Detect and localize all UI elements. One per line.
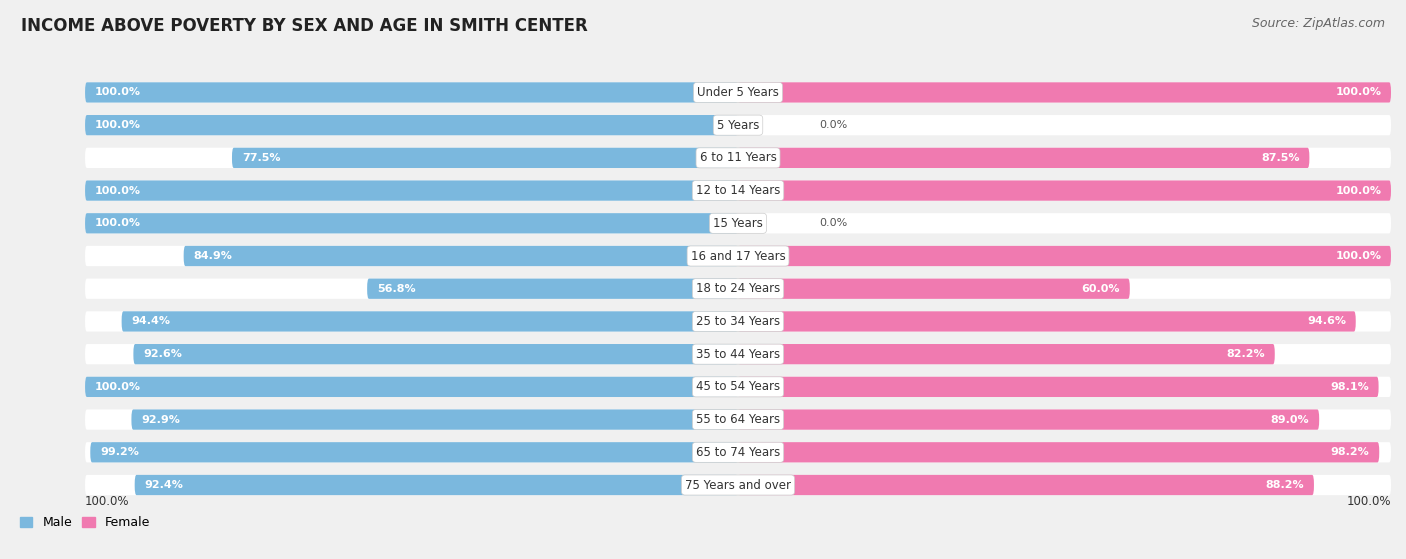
- Text: 100.0%: 100.0%: [1336, 186, 1381, 196]
- FancyBboxPatch shape: [84, 181, 738, 201]
- FancyBboxPatch shape: [84, 213, 738, 234]
- Text: 5 Years: 5 Years: [717, 119, 759, 132]
- FancyBboxPatch shape: [738, 377, 1391, 397]
- FancyBboxPatch shape: [84, 213, 738, 234]
- FancyBboxPatch shape: [738, 278, 1391, 299]
- FancyBboxPatch shape: [738, 246, 1391, 266]
- Text: 55 to 64 Years: 55 to 64 Years: [696, 413, 780, 426]
- FancyBboxPatch shape: [738, 344, 1275, 364]
- Text: 100.0%: 100.0%: [1336, 87, 1381, 97]
- FancyBboxPatch shape: [738, 278, 1130, 299]
- Text: 92.4%: 92.4%: [145, 480, 183, 490]
- FancyBboxPatch shape: [738, 246, 1391, 266]
- Text: 88.2%: 88.2%: [1265, 480, 1305, 490]
- FancyBboxPatch shape: [84, 311, 738, 331]
- FancyBboxPatch shape: [738, 442, 1379, 462]
- FancyBboxPatch shape: [738, 377, 1379, 397]
- Text: 0.0%: 0.0%: [820, 120, 848, 130]
- Text: 56.8%: 56.8%: [377, 284, 416, 293]
- FancyBboxPatch shape: [738, 148, 1309, 168]
- Text: 82.2%: 82.2%: [1226, 349, 1265, 359]
- FancyBboxPatch shape: [738, 181, 1391, 201]
- FancyBboxPatch shape: [738, 115, 1391, 135]
- FancyBboxPatch shape: [184, 246, 738, 266]
- Text: 6 to 11 Years: 6 to 11 Years: [700, 151, 776, 164]
- Text: 87.5%: 87.5%: [1261, 153, 1299, 163]
- FancyBboxPatch shape: [84, 344, 738, 364]
- FancyBboxPatch shape: [232, 148, 738, 168]
- FancyBboxPatch shape: [122, 311, 738, 331]
- FancyBboxPatch shape: [84, 82, 738, 102]
- Text: 12 to 14 Years: 12 to 14 Years: [696, 184, 780, 197]
- FancyBboxPatch shape: [131, 409, 738, 430]
- FancyBboxPatch shape: [84, 115, 738, 135]
- Text: 35 to 44 Years: 35 to 44 Years: [696, 348, 780, 361]
- Text: INCOME ABOVE POVERTY BY SEX AND AGE IN SMITH CENTER: INCOME ABOVE POVERTY BY SEX AND AGE IN S…: [21, 17, 588, 35]
- FancyBboxPatch shape: [738, 311, 1355, 331]
- FancyBboxPatch shape: [84, 442, 738, 462]
- FancyBboxPatch shape: [738, 311, 1391, 331]
- Text: 100.0%: 100.0%: [94, 87, 141, 97]
- FancyBboxPatch shape: [738, 181, 1391, 201]
- FancyBboxPatch shape: [84, 278, 738, 299]
- Text: 60.0%: 60.0%: [1081, 284, 1121, 293]
- FancyBboxPatch shape: [738, 82, 1391, 102]
- FancyBboxPatch shape: [134, 344, 738, 364]
- Text: 100.0%: 100.0%: [94, 120, 141, 130]
- FancyBboxPatch shape: [84, 475, 738, 495]
- Text: 75 Years and over: 75 Years and over: [685, 479, 792, 491]
- FancyBboxPatch shape: [135, 475, 738, 495]
- FancyBboxPatch shape: [367, 278, 738, 299]
- FancyBboxPatch shape: [738, 442, 1391, 462]
- Text: 18 to 24 Years: 18 to 24 Years: [696, 282, 780, 295]
- Text: 100.0%: 100.0%: [1336, 251, 1381, 261]
- FancyBboxPatch shape: [84, 181, 738, 201]
- FancyBboxPatch shape: [84, 377, 738, 397]
- FancyBboxPatch shape: [84, 82, 738, 102]
- FancyBboxPatch shape: [90, 442, 738, 462]
- Text: 100.0%: 100.0%: [94, 186, 141, 196]
- FancyBboxPatch shape: [738, 148, 1391, 168]
- Text: 25 to 34 Years: 25 to 34 Years: [696, 315, 780, 328]
- FancyBboxPatch shape: [738, 344, 1391, 364]
- Text: 100.0%: 100.0%: [1347, 495, 1391, 508]
- FancyBboxPatch shape: [738, 409, 1319, 430]
- FancyBboxPatch shape: [738, 82, 1391, 102]
- Legend: Male, Female: Male, Female: [15, 511, 155, 534]
- Text: 100.0%: 100.0%: [94, 219, 141, 228]
- Text: 98.2%: 98.2%: [1330, 447, 1369, 457]
- Text: 16 and 17 Years: 16 and 17 Years: [690, 249, 786, 263]
- FancyBboxPatch shape: [738, 409, 1391, 430]
- Text: 15 Years: 15 Years: [713, 217, 763, 230]
- Text: 92.9%: 92.9%: [141, 415, 180, 425]
- Text: 94.4%: 94.4%: [131, 316, 170, 326]
- Text: 94.6%: 94.6%: [1308, 316, 1346, 326]
- FancyBboxPatch shape: [738, 213, 1391, 234]
- Text: 84.9%: 84.9%: [194, 251, 232, 261]
- Text: Source: ZipAtlas.com: Source: ZipAtlas.com: [1251, 17, 1385, 30]
- Text: 98.1%: 98.1%: [1330, 382, 1369, 392]
- Text: Under 5 Years: Under 5 Years: [697, 86, 779, 99]
- Text: 0.0%: 0.0%: [820, 219, 848, 228]
- FancyBboxPatch shape: [84, 115, 738, 135]
- FancyBboxPatch shape: [738, 475, 1315, 495]
- Text: 65 to 74 Years: 65 to 74 Years: [696, 446, 780, 459]
- FancyBboxPatch shape: [84, 377, 738, 397]
- Text: 100.0%: 100.0%: [84, 495, 129, 508]
- Text: 45 to 54 Years: 45 to 54 Years: [696, 380, 780, 394]
- Text: 99.2%: 99.2%: [100, 447, 139, 457]
- FancyBboxPatch shape: [738, 475, 1391, 495]
- Text: 89.0%: 89.0%: [1271, 415, 1309, 425]
- FancyBboxPatch shape: [84, 148, 738, 168]
- Text: 92.6%: 92.6%: [143, 349, 181, 359]
- FancyBboxPatch shape: [84, 246, 738, 266]
- Text: 100.0%: 100.0%: [94, 382, 141, 392]
- Text: 77.5%: 77.5%: [242, 153, 280, 163]
- FancyBboxPatch shape: [84, 409, 738, 430]
